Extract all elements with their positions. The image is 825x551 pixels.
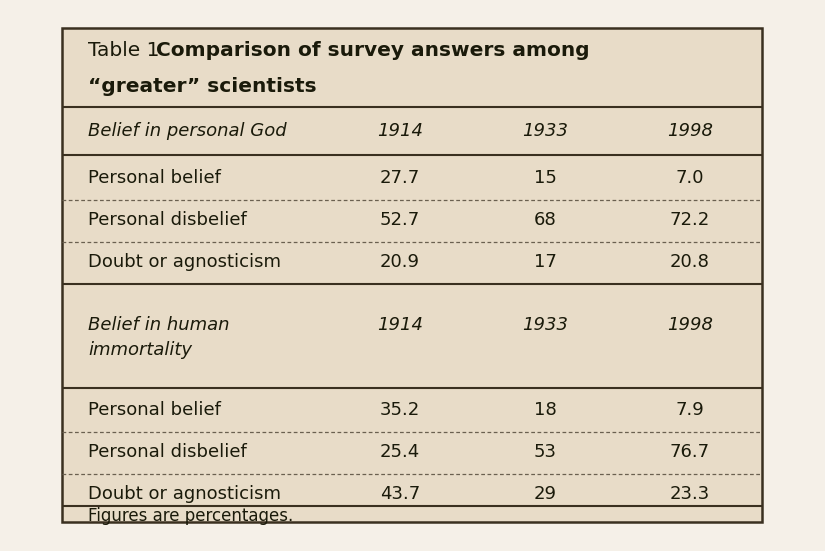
Text: 20.9: 20.9: [380, 253, 420, 271]
Text: Belief in human: Belief in human: [88, 316, 229, 334]
Text: 27.7: 27.7: [380, 169, 420, 187]
Text: 20.8: 20.8: [670, 253, 710, 271]
Text: 52.7: 52.7: [380, 211, 420, 229]
Text: 1933: 1933: [522, 316, 568, 334]
Text: 72.2: 72.2: [670, 211, 710, 229]
Text: 23.3: 23.3: [670, 485, 710, 503]
Text: 17: 17: [534, 253, 556, 271]
Text: 53: 53: [534, 443, 557, 461]
Text: 1998: 1998: [667, 316, 713, 334]
Text: Personal belief: Personal belief: [88, 401, 221, 419]
Text: “greater” scientists: “greater” scientists: [88, 77, 317, 95]
Text: 1914: 1914: [377, 122, 423, 140]
Text: Doubt or agnosticism: Doubt or agnosticism: [88, 253, 281, 271]
Text: 76.7: 76.7: [670, 443, 710, 461]
Text: Doubt or agnosticism: Doubt or agnosticism: [88, 485, 281, 503]
FancyBboxPatch shape: [62, 28, 762, 522]
Text: Personal disbelief: Personal disbelief: [88, 211, 247, 229]
Text: Figures are percentages.: Figures are percentages.: [88, 507, 293, 525]
Text: 29: 29: [534, 485, 557, 503]
Text: 1998: 1998: [667, 122, 713, 140]
Text: 1933: 1933: [522, 122, 568, 140]
Text: Personal belief: Personal belief: [88, 169, 221, 187]
Text: 35.2: 35.2: [380, 401, 420, 419]
Text: 1914: 1914: [377, 316, 423, 334]
Text: 43.7: 43.7: [380, 485, 420, 503]
Text: Comparison of survey answers among: Comparison of survey answers among: [156, 41, 590, 60]
Text: Belief in personal God: Belief in personal God: [88, 122, 286, 140]
Text: 15: 15: [534, 169, 556, 187]
Text: Table 1: Table 1: [88, 41, 166, 60]
Text: 7.0: 7.0: [676, 169, 705, 187]
Text: 7.9: 7.9: [676, 401, 705, 419]
Text: 18: 18: [534, 401, 556, 419]
Text: 25.4: 25.4: [380, 443, 420, 461]
Text: immortality: immortality: [88, 341, 192, 359]
Text: Personal disbelief: Personal disbelief: [88, 443, 247, 461]
Text: 68: 68: [534, 211, 556, 229]
